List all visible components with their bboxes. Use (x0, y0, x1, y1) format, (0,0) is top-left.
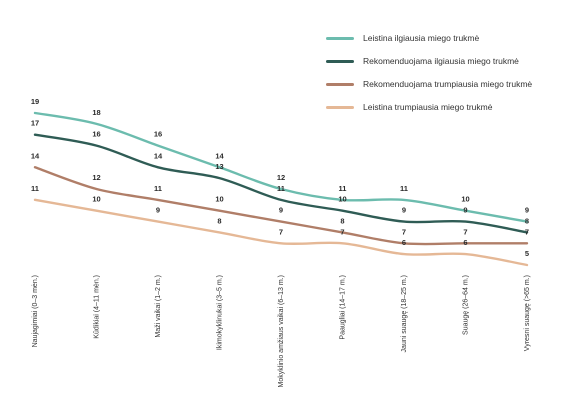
legend-item-min-recommended: Rekomenduojama trumpiausia miego trukmė (326, 74, 576, 94)
data-label: 19 (31, 97, 39, 106)
data-label: 7 (525, 227, 529, 236)
category-label: Ikimokyklinukai (3–5 m.) (217, 275, 224, 350)
legend-label: Leistina ilgiausia miego trukmė (363, 33, 480, 43)
data-label: 7 (463, 227, 467, 236)
data-label: 16 (154, 130, 162, 139)
data-label: 5 (525, 249, 529, 258)
series-line-2 (33, 133, 529, 234)
category-label: Paaugliai (14–17 m.) (340, 275, 347, 340)
data-label: 7 (340, 227, 344, 236)
data-label: 11 (31, 184, 39, 193)
category-labels: Naujagimiai (0–3 mėn.) Kūdikiai (4–11 mėn… (32, 275, 531, 387)
data-label: 14 (215, 151, 224, 160)
data-label: 6 (402, 238, 406, 247)
series-line-4 (33, 198, 529, 267)
data-label: 7 (402, 227, 406, 236)
legend-swatch (326, 59, 354, 63)
category-label: Suaugę (26–64 m.) (463, 275, 470, 335)
legend-label: Rekomenduojama trumpiausia miego trukmė (363, 79, 533, 89)
data-label: 9 (279, 206, 283, 215)
data-label: 10 (338, 195, 346, 204)
category-label: Jauni suaugę (18–25 m.) (401, 275, 408, 352)
data-label: 11 (339, 184, 347, 193)
legend-item-min-allowed: Leistina trumpiausia miego trukmė (326, 97, 576, 117)
series-lines (33, 111, 529, 267)
data-label: 9 (525, 206, 529, 215)
data-label: 11 (400, 184, 408, 193)
legend-item-max-recommended: Rekomenduojama ilgiausia miego trukmė (326, 51, 576, 71)
data-label: 7 (279, 227, 283, 236)
data-label: 18 (92, 108, 100, 117)
data-label: 8 (340, 216, 344, 225)
data-label: 14 (154, 151, 163, 160)
category-label: Vyresni suaugę (>65 m.) (524, 275, 531, 351)
legend: Leistina ilgiausia miego trukmė Rekomend… (326, 28, 576, 120)
data-label: 12 (92, 173, 100, 182)
data-label: 9 (402, 206, 406, 215)
category-label: Mokyklinio amžiaus vaikai (6–13 m.) (278, 275, 285, 387)
data-label: 9 (156, 206, 160, 215)
data-label: 14 (31, 151, 40, 160)
data-label: 6 (463, 238, 467, 247)
legend-label: Rekomenduojama ilgiausia miego trukmė (363, 56, 519, 66)
legend-swatch (326, 36, 354, 40)
data-label: 12 (277, 173, 285, 182)
data-label: 11 (154, 184, 162, 193)
data-label: 11 (277, 184, 285, 193)
legend-item-max-allowed: Leistina ilgiausia miego trukmė (326, 28, 576, 48)
category-label: Maži vaikai (1–2 m.) (155, 275, 162, 338)
data-label: 8 (525, 216, 529, 225)
legend-swatch (326, 105, 354, 109)
data-label: 10 (461, 195, 469, 204)
data-label: 10 (92, 195, 100, 204)
legend-swatch (326, 82, 354, 86)
series-line-1 (33, 111, 529, 223)
data-label: 16 (92, 130, 100, 139)
data-label: 17 (31, 119, 39, 128)
legend-label: Leistina trumpiausia miego trukmė (363, 102, 493, 112)
category-label: Naujagimiai (0–3 mėn.) (32, 275, 39, 347)
category-label: Kūdikiai (4–11 mėn.) (94, 275, 101, 339)
data-label: 9 (463, 206, 467, 215)
series-line-3 (33, 166, 529, 246)
data-label: 8 (217, 216, 221, 225)
data-label: 13 (215, 162, 223, 171)
data-label: 10 (215, 195, 223, 204)
